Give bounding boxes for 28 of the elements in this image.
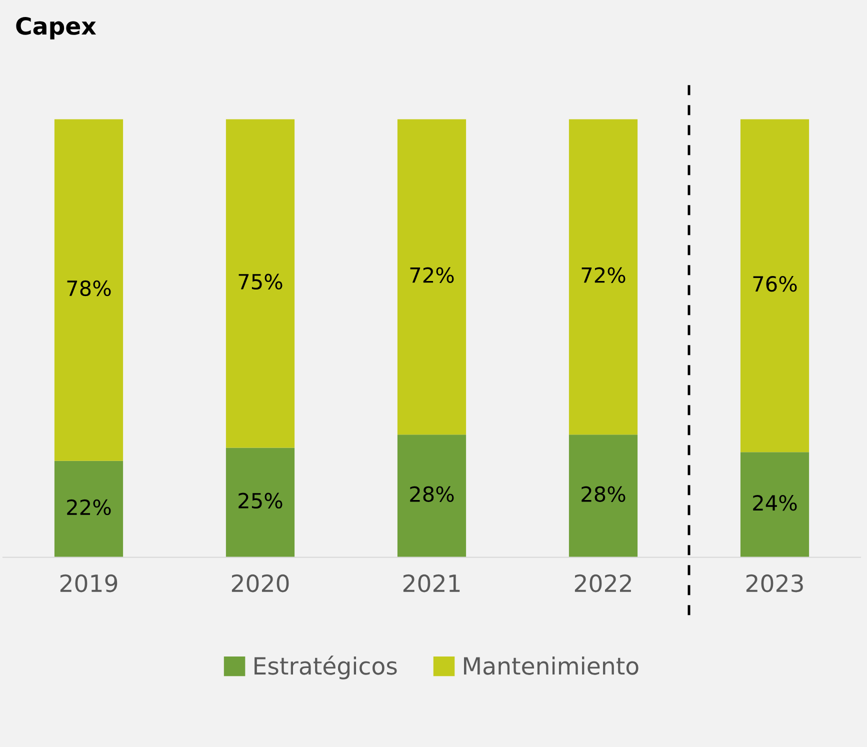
x-tick-label: 2023 — [746, 574, 803, 592]
bar — [397, 119, 466, 435]
bar — [740, 119, 810, 452]
bar — [226, 448, 295, 558]
data-label: 28% — [582, 486, 626, 502]
data-label: 75% — [238, 274, 282, 290]
legend-label: Estratégicos — [254, 656, 397, 680]
data-label: 72% — [410, 267, 454, 283]
bar — [740, 452, 810, 558]
data-label: 22% — [67, 499, 111, 516]
data-label: 24% — [753, 494, 797, 511]
chart-title: Capex — [16, 16, 96, 40]
x-tick-label: 2022 — [574, 574, 631, 592]
x-tick-label: 2021 — [403, 574, 460, 592]
x-tick-label: 2020 — [232, 574, 289, 592]
bar — [54, 460, 124, 558]
data-label: 78% — [67, 280, 111, 296]
data-label: 28% — [410, 486, 454, 502]
data-label: 72% — [582, 267, 626, 283]
legend-label: Mantenimiento — [464, 656, 638, 675]
data-label: 76% — [753, 276, 797, 292]
bar — [568, 434, 638, 558]
bar — [54, 119, 124, 461]
bar — [568, 119, 638, 435]
data-label: 25% — [238, 492, 282, 509]
x-tick-label: 2019 — [60, 574, 118, 592]
bar — [226, 119, 295, 448]
bar — [397, 434, 466, 558]
